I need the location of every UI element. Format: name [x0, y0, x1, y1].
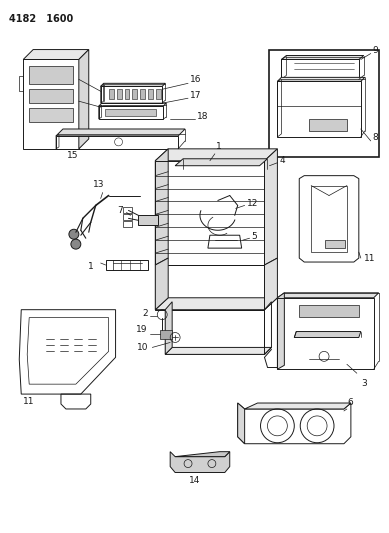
- Text: 1: 1: [88, 262, 94, 271]
- Bar: [29, 89, 73, 103]
- Polygon shape: [165, 302, 172, 354]
- Polygon shape: [277, 293, 378, 298]
- Text: 8: 8: [373, 133, 378, 142]
- Polygon shape: [170, 451, 230, 473]
- Bar: [29, 108, 73, 122]
- Polygon shape: [155, 149, 168, 265]
- Bar: [123, 221, 132, 227]
- Text: 1: 1: [216, 142, 222, 151]
- Polygon shape: [238, 403, 245, 444]
- Polygon shape: [160, 329, 172, 340]
- Polygon shape: [155, 298, 277, 310]
- Text: 16: 16: [190, 75, 202, 84]
- Polygon shape: [245, 403, 351, 409]
- Text: 17: 17: [190, 91, 202, 100]
- Polygon shape: [265, 258, 277, 310]
- Polygon shape: [265, 149, 277, 265]
- Bar: [123, 214, 132, 220]
- Polygon shape: [175, 159, 268, 166]
- Circle shape: [69, 229, 79, 239]
- Bar: [109, 89, 114, 99]
- Polygon shape: [23, 50, 89, 60]
- Bar: [299, 305, 359, 317]
- Text: 11: 11: [364, 254, 375, 263]
- Polygon shape: [155, 258, 168, 310]
- Polygon shape: [294, 332, 361, 337]
- Polygon shape: [79, 50, 89, 149]
- Bar: [140, 89, 145, 99]
- Bar: [123, 207, 132, 213]
- Text: 11: 11: [23, 397, 35, 406]
- Text: 5: 5: [252, 232, 258, 241]
- Bar: [325, 240, 345, 248]
- Polygon shape: [138, 215, 158, 225]
- Bar: [156, 89, 161, 99]
- Text: 7: 7: [117, 206, 123, 215]
- Text: 4: 4: [279, 156, 285, 165]
- Text: 12: 12: [247, 199, 258, 208]
- Polygon shape: [277, 293, 284, 369]
- Text: 10: 10: [137, 343, 148, 352]
- Text: 18: 18: [197, 111, 209, 120]
- Bar: [105, 109, 156, 116]
- Text: 15: 15: [67, 151, 79, 160]
- Bar: [124, 89, 130, 99]
- Bar: [148, 89, 153, 99]
- Polygon shape: [277, 77, 365, 82]
- Polygon shape: [155, 149, 277, 161]
- Text: 14: 14: [189, 477, 201, 486]
- Bar: [117, 89, 121, 99]
- Text: 2: 2: [143, 309, 148, 318]
- Polygon shape: [56, 129, 185, 136]
- Text: 19: 19: [136, 325, 147, 334]
- Bar: [132, 89, 137, 99]
- Text: 6: 6: [347, 398, 353, 407]
- Text: 9: 9: [373, 46, 378, 55]
- Circle shape: [71, 239, 81, 249]
- Polygon shape: [165, 348, 272, 354]
- Text: 4182   1600: 4182 1600: [9, 14, 74, 24]
- Text: 3: 3: [361, 379, 366, 388]
- Bar: [309, 119, 347, 131]
- Text: 13: 13: [93, 180, 104, 189]
- Polygon shape: [281, 55, 364, 60]
- Polygon shape: [175, 451, 230, 457]
- Bar: [270, 50, 378, 157]
- Bar: [29, 67, 73, 84]
